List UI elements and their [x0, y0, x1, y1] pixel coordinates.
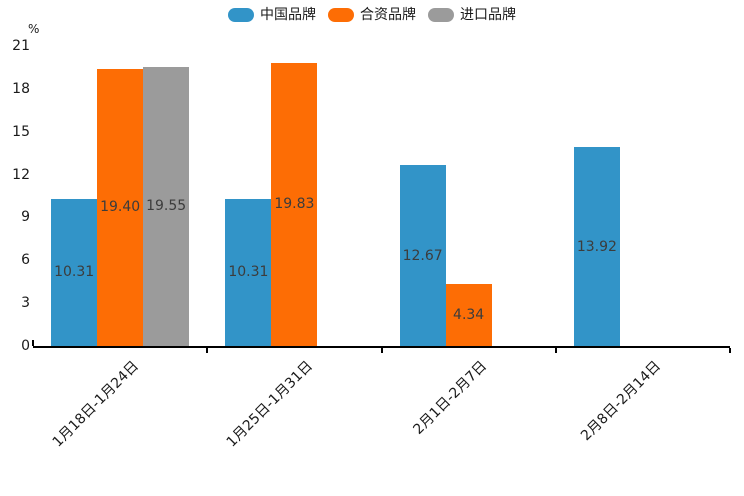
bar: [271, 62, 318, 346]
legend-color-swatch: [328, 8, 354, 22]
y-tick-label: 18: [12, 80, 30, 97]
bar-value-label: 19.40: [100, 199, 141, 216]
legend-item-0: 中国品牌: [228, 8, 316, 22]
x-axis-line: [33, 346, 730, 348]
y-tick-label: 9: [21, 209, 30, 226]
x-tick-mark: [729, 348, 731, 353]
legend-item-2: 进口品牌: [428, 8, 516, 22]
legend-item-label: 中国品牌: [260, 7, 316, 23]
bar-value-label: 13.92: [576, 238, 617, 255]
bar-value-label: 19.55: [146, 198, 187, 215]
x-tick-mark: [380, 348, 383, 353]
legend-item-label: 合资品牌: [360, 7, 416, 23]
y-tick-label: 15: [12, 123, 30, 140]
x-tick-label: 2月1日-2月7日: [410, 358, 491, 438]
x-tick-mark: [554, 348, 557, 353]
bar-value-label: 12.67: [402, 247, 443, 264]
x-tick-label: 2月8日-2月14日: [578, 358, 665, 445]
bar: [51, 198, 98, 346]
y-axis-unit-label: %: [28, 22, 40, 36]
x-tick-label: 1月25日-1月31日: [223, 358, 316, 451]
x-tick-label: 1月18日-1月24日: [49, 358, 142, 451]
bar: [97, 68, 144, 346]
bar: [143, 66, 190, 346]
legend-color-swatch: [228, 8, 254, 22]
legend-item-1: 合资品牌: [328, 8, 416, 22]
bar: [445, 284, 492, 346]
y-tick-label: 0: [21, 338, 30, 354]
bar: [399, 165, 446, 346]
bar-value-label: 10.31: [54, 264, 95, 281]
x-tick-mark: [206, 348, 209, 353]
bar-value-label: 4.34: [453, 307, 485, 323]
x-tick-mark: [32, 340, 34, 346]
bar: [573, 147, 620, 346]
y-tick-label: 12: [12, 166, 30, 183]
bar-value-label: 10.31: [228, 264, 269, 281]
y-tick-label: 6: [21, 252, 30, 269]
bar-value-label: 19.83: [274, 196, 315, 213]
chart-legend: 中国品牌 合资品牌 进口品牌: [0, 8, 744, 22]
legend-item-label: 进口品牌: [460, 7, 516, 23]
bar: [225, 198, 272, 346]
y-tick-label: 21: [12, 38, 30, 54]
legend-color-swatch: [428, 8, 454, 22]
y-tick-label: 3: [21, 295, 30, 312]
